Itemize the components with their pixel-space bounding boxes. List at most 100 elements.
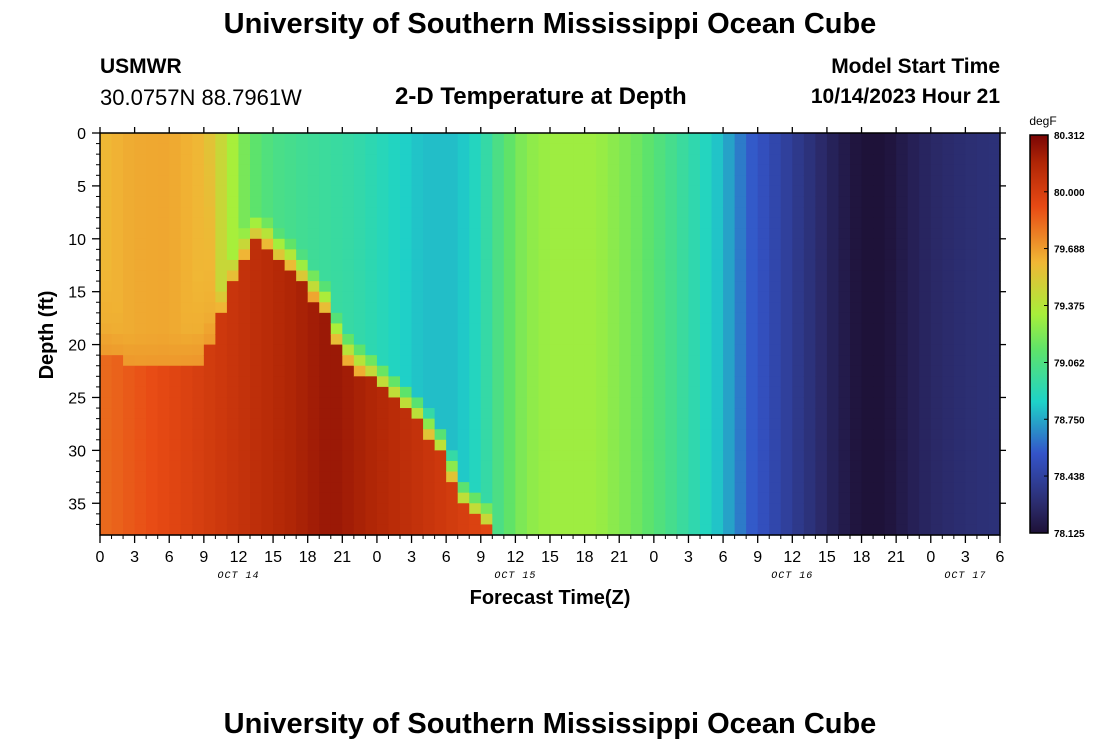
heatmap-cell — [815, 281, 828, 293]
heatmap-cell — [261, 312, 274, 325]
heatmap-cell — [815, 471, 828, 483]
heatmap-cell — [388, 259, 401, 272]
heatmap-cell — [884, 185, 897, 198]
x-tick-label: 6 — [165, 549, 174, 566]
heatmap-cell — [850, 291, 863, 303]
heatmap-cell — [676, 450, 690, 462]
heatmap-cell — [330, 175, 343, 187]
heatmap-cell — [838, 259, 851, 272]
heatmap-cell — [111, 164, 124, 176]
heatmap-cell — [538, 249, 551, 261]
heatmap-cell — [480, 408, 493, 420]
heatmap-cell — [561, 418, 574, 430]
heatmap-cell — [296, 439, 309, 451]
heatmap-cell — [769, 450, 782, 462]
heatmap-cell — [203, 302, 216, 314]
heatmap-cell — [342, 386, 355, 399]
heatmap-cell — [803, 312, 816, 325]
heatmap-cell — [330, 323, 343, 335]
heatmap-cell — [665, 513, 678, 526]
heatmap-cell — [965, 408, 978, 420]
heatmap-cell — [353, 249, 366, 261]
heatmap-cell — [619, 355, 632, 367]
heatmap-cell — [111, 418, 124, 430]
heatmap-cell — [942, 133, 955, 145]
heatmap-cell — [930, 175, 943, 187]
heatmap-cell — [192, 270, 205, 282]
heatmap-cell — [296, 408, 309, 420]
heatmap-cell — [307, 355, 320, 367]
heatmap-cell — [284, 175, 297, 187]
heatmap-cell — [157, 143, 170, 155]
heatmap-cell — [342, 228, 355, 240]
colorbar-tick-label: 78.438 — [1054, 472, 1085, 483]
heatmap-cell — [273, 143, 286, 155]
heatmap-cell — [826, 323, 840, 335]
heatmap-cell — [261, 154, 274, 166]
heatmap-cell — [976, 185, 990, 198]
heatmap-cell — [411, 397, 424, 409]
heatmap-cell — [676, 503, 690, 515]
heatmap-cell — [192, 207, 205, 219]
heatmap-cell — [411, 524, 424, 536]
heatmap-cell — [376, 386, 390, 399]
heatmap-cell — [642, 228, 655, 240]
heatmap-cell — [330, 482, 343, 494]
heatmap-cell — [250, 291, 263, 303]
heatmap-cell — [573, 291, 586, 303]
heatmap-cell — [434, 439, 447, 451]
heatmap-cell — [100, 228, 113, 240]
heatmap-cell — [365, 355, 378, 367]
heatmap-cell — [769, 154, 782, 166]
heatmap-cell — [757, 408, 770, 420]
heatmap-cell — [596, 291, 609, 303]
heatmap-cell — [423, 196, 436, 208]
heatmap-cell — [307, 185, 320, 198]
heatmap-cell — [307, 471, 320, 483]
heatmap-cell — [515, 503, 528, 515]
heatmap-cell — [642, 291, 655, 303]
heatmap-cell — [746, 196, 759, 208]
heatmap-cell — [584, 524, 597, 536]
heatmap-cell — [584, 503, 597, 515]
heatmap-cell — [676, 207, 690, 219]
heatmap-cell — [596, 471, 609, 483]
heatmap-cell — [965, 334, 978, 346]
heatmap-cell — [780, 450, 793, 462]
heatmap-cell — [584, 513, 597, 526]
heatmap-cell — [988, 418, 1001, 430]
heatmap-cell — [307, 397, 320, 409]
heatmap-cell — [169, 492, 182, 504]
heatmap-cell — [503, 365, 516, 377]
heatmap-cell — [965, 482, 978, 494]
heatmap-cell — [226, 408, 240, 420]
heatmap-cell — [815, 259, 828, 272]
heatmap-cell — [457, 492, 470, 504]
heatmap-cell — [330, 429, 343, 441]
heatmap-cell — [238, 429, 251, 441]
heatmap-cell — [838, 217, 851, 229]
heatmap-cell — [653, 228, 666, 240]
heatmap-cell — [953, 397, 966, 409]
heatmap-cell — [665, 503, 678, 515]
heatmap-cell — [100, 270, 113, 282]
heatmap-cell — [873, 323, 886, 335]
heatmap-cell — [850, 323, 863, 335]
heatmap-cell — [896, 281, 909, 293]
heatmap-cell — [850, 207, 863, 219]
heatmap-cell — [953, 471, 966, 483]
heatmap-cell — [111, 460, 124, 473]
heatmap-cell — [434, 238, 447, 250]
heatmap-cell — [457, 482, 470, 494]
heatmap-cell — [861, 482, 874, 494]
heatmap-cell — [503, 323, 516, 335]
heatmap-cell — [480, 323, 493, 335]
heatmap-cell — [826, 196, 840, 208]
heatmap-cell — [780, 228, 793, 240]
heatmap-cell — [261, 471, 274, 483]
heatmap-cell — [330, 408, 343, 420]
heatmap-cell — [596, 524, 609, 536]
heatmap-cell — [607, 503, 620, 515]
heatmap-cell — [123, 429, 136, 441]
